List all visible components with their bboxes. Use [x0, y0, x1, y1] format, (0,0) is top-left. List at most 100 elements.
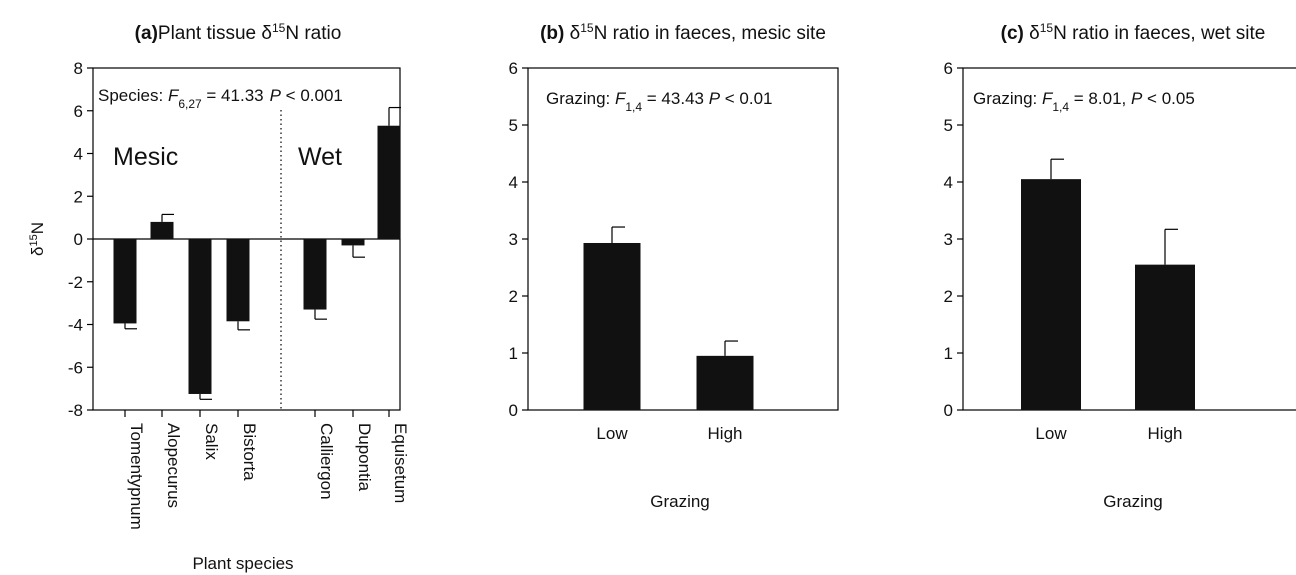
bar-equisetum — [377, 125, 401, 239]
panel-a-y-axis-title-superscript: 15 — [28, 234, 40, 246]
bar-low — [583, 242, 641, 410]
panel-c: (c) δ15N ratio in faeces, wet site 0 1 2 3 4… — [944, 21, 1296, 511]
panel-c-plot-frame — [962, 67, 1296, 411]
y-tick-label: 0 — [509, 401, 518, 420]
panel-b-title-text-before: δ — [564, 23, 580, 44]
panel-b-y-axis: 0 1 2 3 4 5 6 — [509, 59, 528, 420]
panel-c-title-text-after: N ratio in faeces, wet site — [1053, 23, 1265, 44]
bar-high — [696, 355, 754, 410]
panel-c-title-superscript: 15 — [1040, 21, 1054, 35]
bar-dupontia — [341, 239, 365, 246]
panel-c-stat-ptext: < 0.05 — [1142, 89, 1194, 108]
y-tick-label: 1 — [509, 344, 518, 363]
y-tick-label: -6 — [68, 358, 83, 377]
panel-a-stat-p: P — [270, 86, 282, 105]
panel-b-stat-f: F — [615, 89, 627, 108]
panel-a-stat-f: F — [168, 86, 180, 105]
y-tick-label: 3 — [509, 230, 518, 249]
panel-c-stat-text: Grazing: F1,4 = 8.01, P < 0.05 — [973, 89, 1195, 114]
y-tick-label: 2 — [509, 287, 518, 306]
panel-b-bars — [583, 226, 754, 410]
panel-a-x-axis: Tomentypnum Alopecurus Salix Bistorta Callie… — [124, 410, 410, 530]
panel-a: (a)Plant tissue δ15N ratio -8-6-4-202468… — [28, 21, 410, 573]
panel-b-title-text-after: N ratio in faeces, mesic site — [594, 23, 826, 44]
x-category-label: Low — [596, 424, 628, 443]
y-tick-label: -2 — [68, 273, 83, 292]
panel-a-stat-value: = 41.33 — [202, 86, 264, 105]
y-tick-label: 4 — [74, 145, 83, 164]
panel-c-title-text-before: δ — [1024, 23, 1040, 44]
panel-b-stat-text: Grazing: F1,4 = 43.43 P < 0.01 — [546, 89, 773, 114]
bar-salix — [188, 239, 212, 394]
panel-b-x-axis: Low High — [596, 424, 742, 443]
y-tick-label: 5 — [944, 116, 953, 135]
panel-a-title-superscript: 15 — [272, 21, 286, 35]
panel-b-stat-prefix: Grazing: — [546, 89, 615, 108]
y-tick-label: 8 — [74, 59, 83, 78]
panel-b-stat-df: 1,4 — [625, 100, 642, 114]
x-category-label: Dupontia — [355, 423, 374, 492]
panel-b-title-superscript: 15 — [580, 21, 594, 35]
panel-b-plot-frame — [527, 67, 839, 411]
y-tick-label: 6 — [509, 59, 518, 78]
x-category-label: Tomentypnum — [127, 423, 146, 530]
panel-a-y-axis-title-main: δ — [28, 247, 47, 256]
y-tick-label: -4 — [68, 316, 83, 335]
panel-a-x-axis-title: Plant species — [192, 554, 293, 573]
panel-c-x-axis: Low High — [1035, 424, 1182, 443]
panel-a-stat-ptext: < 0.001 — [281, 86, 343, 105]
y-tick-label: 5 — [509, 116, 518, 135]
group-label-wet: Wet — [298, 143, 342, 171]
bar-calliergon — [303, 239, 327, 310]
y-tick-label: 4 — [944, 173, 953, 192]
y-tick-label: 1 — [944, 344, 953, 363]
y-tick-label: 4 — [509, 173, 518, 192]
y-tick-label: -8 — [68, 401, 83, 420]
bar-bistorta — [226, 239, 250, 322]
bar-tomentypnum — [113, 239, 137, 324]
bar-low — [1021, 179, 1081, 410]
panel-c-y-axis: 0 1 2 3 4 5 6 — [944, 59, 963, 420]
panel-b-stat-value: = 43.43 — [642, 89, 709, 108]
panel-c-title-letter: (c) — [1001, 23, 1024, 44]
x-category-label: Salix — [202, 423, 221, 460]
panel-c-title: (c) δ15N ratio in faeces, wet site — [1001, 21, 1266, 44]
panel-b-stat-ptext: < 0.01 — [720, 89, 772, 108]
panel-b-title-letter: (b) — [540, 23, 564, 44]
panel-a-title-text-before: Plant tissue δ — [158, 23, 272, 44]
panel-b-stat-p: P — [709, 89, 721, 108]
x-category-label: Low — [1035, 424, 1067, 443]
panel-c-stat-prefix: Grazing: — [973, 89, 1042, 108]
x-category-label: Equisetum — [391, 423, 410, 503]
panel-b-x-axis-title: Grazing — [650, 492, 710, 511]
panel-a-y-axis: -8 -6 -4 -2 0 2 4 6 8 — [68, 59, 93, 420]
panel-c-x-axis-title: Grazing — [1103, 492, 1163, 511]
group-label-mesic: Mesic — [113, 143, 178, 171]
panel-c-stat-p: P — [1131, 89, 1143, 108]
panel-a-stat-prefix: Species: — [98, 86, 168, 105]
panel-a-title: (a)Plant tissue δ15N ratio — [135, 21, 342, 44]
x-category-label: Bistorta — [240, 423, 259, 481]
panel-a-y-axis-title-tail: N — [28, 222, 47, 234]
y-tick-label: 2 — [944, 287, 953, 306]
panel-b: (b) δ15N ratio in faeces, mesic site 0 1 2… — [509, 21, 839, 511]
bar-alopecurus — [150, 221, 174, 239]
bar-high — [1135, 264, 1195, 410]
x-category-label: Alopecurus — [164, 423, 183, 508]
x-category-label: High — [1148, 424, 1183, 443]
x-category-label: Calliergon — [317, 423, 336, 500]
y-tick-label: 6 — [74, 102, 83, 121]
panel-b-title: (b) δ15N ratio in faeces, mesic site — [540, 21, 826, 44]
panel-a-title-text-after: N ratio — [285, 23, 341, 44]
panel-c-stat-value: = 8.01, — [1069, 89, 1131, 108]
y-tick-label: 6 — [944, 59, 953, 78]
y-tick-label: 2 — [74, 187, 83, 206]
panel-a-bars — [113, 106, 401, 400]
panel-c-stat-df: 1,4 — [1052, 100, 1069, 114]
y-tick-label: 0 — [74, 230, 83, 249]
panel-a-title-letter: (a) — [135, 23, 158, 44]
panel-a-stat-text: Species: F6,27 = 41.33 P < 0.001 — [98, 86, 343, 111]
x-category-label: High — [708, 424, 743, 443]
y-tick-label: 0 — [944, 401, 953, 420]
